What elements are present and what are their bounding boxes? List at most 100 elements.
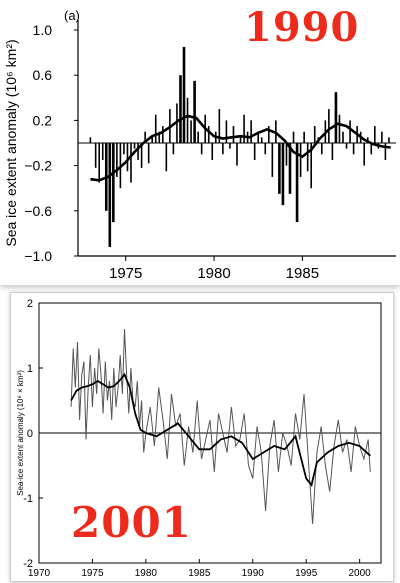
bar	[253, 143, 256, 160]
bar	[342, 131, 344, 143]
bar	[137, 143, 139, 160]
bar	[334, 92, 338, 143]
bar	[331, 143, 334, 160]
bar	[218, 109, 221, 143]
x-tick-label: 1970	[28, 568, 51, 579]
bar	[285, 143, 288, 166]
bar	[338, 114, 341, 143]
bar	[388, 137, 390, 143]
bar	[197, 131, 199, 143]
bar	[303, 131, 305, 143]
bar	[292, 131, 295, 143]
bar	[182, 46, 186, 144]
x-tick-label: 1995	[295, 568, 318, 579]
bar	[190, 120, 192, 143]
y-tick-label: 2	[27, 298, 33, 310]
bar	[381, 131, 383, 143]
x-tick-label: 1980	[197, 265, 230, 282]
smoothed-line	[90, 114, 391, 182]
bar	[144, 131, 146, 143]
bar	[123, 143, 125, 155]
x-tick-label: 1980	[135, 568, 158, 579]
bar	[225, 120, 228, 143]
bar	[140, 143, 143, 168]
bar	[321, 143, 323, 155]
bar	[133, 143, 136, 149]
bar	[349, 120, 351, 143]
y-tick-label: 0.6	[33, 67, 53, 83]
bar	[193, 80, 196, 143]
bar	[172, 143, 175, 155]
bar	[112, 143, 115, 223]
bar	[345, 143, 348, 149]
bar	[158, 131, 161, 143]
bar	[108, 143, 112, 247]
bar	[310, 143, 312, 189]
bar	[281, 143, 285, 206]
bar	[363, 143, 365, 166]
monthly-line	[70, 328, 371, 525]
bar	[264, 143, 267, 155]
x-tick-label: 1985	[188, 568, 211, 579]
bar	[384, 143, 387, 160]
bar	[271, 143, 274, 177]
year-stamp-2001: 2001	[71, 498, 192, 547]
bar	[278, 143, 281, 194]
bar	[306, 143, 309, 172]
y-axis-label: Sea-ice extent anomaly (10⁶ × km²)	[16, 370, 25, 496]
bar	[154, 114, 157, 143]
bar	[295, 143, 299, 223]
bar	[374, 126, 376, 143]
y-tick-label: -1	[23, 493, 33, 505]
smoothed-line	[70, 372, 371, 487]
bar	[229, 143, 231, 149]
bar	[126, 143, 129, 172]
bar	[165, 143, 168, 172]
bar	[186, 97, 189, 143]
year-stamp-1990: 1990	[244, 4, 360, 51]
bar	[328, 109, 330, 143]
x-tick-label: 2000	[349, 568, 372, 579]
x-tick-label: 1975	[109, 265, 142, 282]
y-tick-label: 1.0	[33, 22, 53, 38]
bar	[268, 126, 270, 143]
bar	[299, 143, 302, 177]
y-tick-label: 0	[27, 428, 33, 440]
y-tick-label: −0.6	[24, 203, 52, 219]
bar	[200, 143, 203, 155]
bar	[130, 143, 132, 183]
y-tick-label: −1.0	[24, 248, 52, 264]
y-tick-label: 1	[27, 363, 33, 375]
bar	[313, 126, 316, 143]
x-tick-label: 1990	[242, 568, 265, 579]
bar	[257, 131, 259, 143]
bar	[236, 143, 238, 166]
bar	[207, 126, 210, 143]
bar	[232, 126, 235, 143]
bar	[222, 143, 224, 155]
bar	[98, 143, 100, 183]
x-tick-label: 1975	[81, 568, 104, 579]
bar	[288, 143, 292, 194]
bar	[116, 143, 118, 177]
bar	[94, 143, 97, 168]
bar	[370, 143, 373, 155]
chart-1990-panel: 1.0 0.6 0.2 −0.2 −0.6 −1.0 1975 1980 1985 (a) Sea …	[0, 0, 400, 285]
chart-2001-panel: 2 1 0 -1 -2 1970 1975 1980 1985 1990 1995 2000 Sea-i…	[10, 292, 394, 582]
y-tick-label: 0.2	[33, 112, 53, 128]
bar	[250, 120, 252, 143]
x-tick-label: 1985	[286, 265, 319, 282]
bar	[162, 126, 164, 143]
bar	[101, 143, 104, 160]
panel-label: (a)	[64, 8, 80, 23]
y-axis-label: Sea ice extent anomaly (10⁶ km²)	[3, 39, 19, 246]
bar	[151, 137, 153, 143]
y-tick-label: -2	[23, 558, 33, 570]
bar	[352, 143, 355, 155]
bar	[239, 137, 242, 143]
y-tick-label: −0.2	[24, 158, 52, 174]
bar	[147, 143, 150, 164]
bar	[211, 143, 214, 160]
bar	[260, 137, 263, 143]
